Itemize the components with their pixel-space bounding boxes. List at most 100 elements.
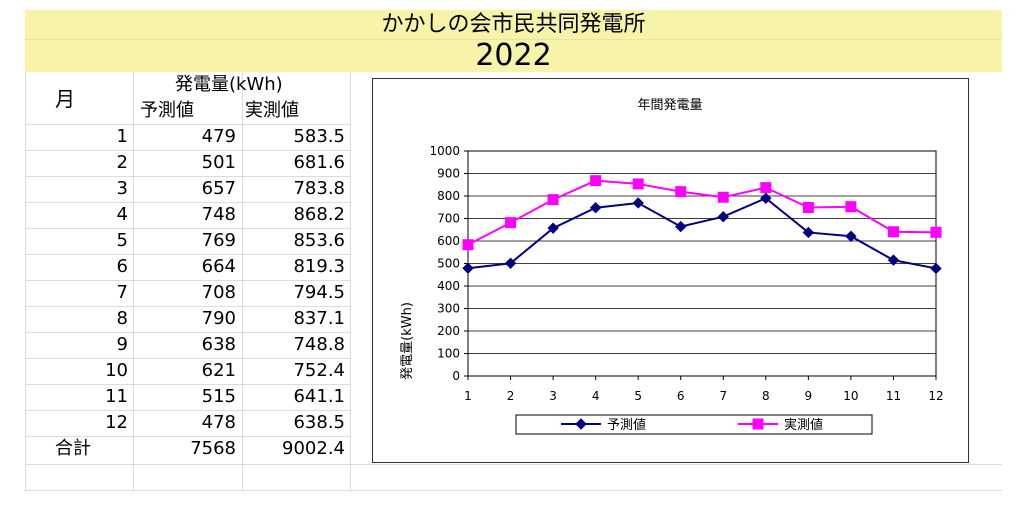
gridline <box>133 72 134 492</box>
actual-cell: 868.2 <box>293 204 345 225</box>
gridline <box>25 490 1002 491</box>
actual-cell: 752.4 <box>293 360 345 381</box>
data-point <box>547 194 559 206</box>
chart-area: 年間発電量 0 100 200 300 400 500 600 700 800 900 1000 1 2… <box>372 78 969 463</box>
gridline <box>25 72 26 492</box>
x-tick-label: 11 <box>886 389 901 403</box>
forecast-cell: 769 <box>201 230 236 251</box>
gridline <box>25 332 350 333</box>
sheet-gridlines <box>25 72 1002 492</box>
legend-label: 予測値 <box>607 417 646 433</box>
data-point <box>887 226 899 238</box>
gridline <box>25 280 350 281</box>
y-tick-label: 1000 <box>429 144 460 158</box>
generation-header: 発電量(kWh) <box>175 74 283 95</box>
gridline <box>242 72 243 492</box>
month-cell: 1 <box>116 126 128 147</box>
legend-marker <box>575 418 587 430</box>
x-tick-label: 12 <box>928 389 943 403</box>
x-tick-label: 9 <box>805 389 813 403</box>
x-tick-label: 10 <box>843 389 858 403</box>
y-tick-label: 500 <box>437 257 460 271</box>
forecast-cell: 501 <box>201 152 236 173</box>
actual-cell: 583.5 <box>293 126 345 147</box>
total-label: 合計 <box>55 438 91 459</box>
forecast-cell: 748 <box>201 204 236 225</box>
legend-label: 実測値 <box>784 417 823 433</box>
x-tick-label: 1 <box>464 389 472 403</box>
forecast-cell: 790 <box>201 308 236 329</box>
y-tick-label: 0 <box>452 369 460 383</box>
data-point <box>930 262 942 275</box>
forecast-cell: 664 <box>201 256 236 277</box>
data-point <box>717 210 729 223</box>
data-point <box>845 201 857 213</box>
gridline <box>25 228 350 229</box>
gridline <box>350 72 351 492</box>
data-point <box>462 262 474 274</box>
actual-cell: 638.5 <box>293 412 345 433</box>
x-tick-label: 8 <box>762 389 770 403</box>
data-point <box>547 222 559 234</box>
data-point <box>930 226 942 238</box>
forecast-cell: 621 <box>201 360 236 381</box>
month-cell: 2 <box>116 152 128 173</box>
chart-title: 年間発電量 <box>637 98 702 113</box>
month-cell: 8 <box>116 308 128 329</box>
data-point <box>462 239 474 251</box>
data-point <box>802 202 814 214</box>
forecast-cell: 708 <box>201 282 236 303</box>
y-tick-label: 300 <box>437 302 460 316</box>
year-heading: 2022 <box>25 40 1002 72</box>
y-tick-label: 800 <box>437 189 460 203</box>
actual-cell: 748.8 <box>293 334 345 355</box>
data-point <box>887 254 900 266</box>
gridline <box>25 124 350 125</box>
actual-header: 実測値 <box>245 100 299 121</box>
gridline <box>25 306 350 307</box>
data-point <box>632 197 644 209</box>
legend-marker <box>752 418 764 430</box>
data-point <box>675 186 687 198</box>
y-tick-label: 700 <box>437 212 460 226</box>
data-point <box>590 175 602 187</box>
gridline <box>25 176 350 177</box>
x-tick-label: 3 <box>549 389 557 403</box>
y-tick-label: 100 <box>437 347 460 361</box>
data-point <box>589 201 602 214</box>
data-point <box>504 257 517 269</box>
actual-cell: 837.1 <box>293 308 345 329</box>
month-cell: 10 <box>105 360 128 381</box>
month-cell: 3 <box>116 178 128 199</box>
gridline <box>25 384 350 385</box>
data-point <box>845 230 857 242</box>
series-line-2 <box>467 179 937 246</box>
y-tick-label: 900 <box>437 167 460 181</box>
gridline <box>25 358 350 359</box>
data-point <box>505 217 517 229</box>
month-cell: 11 <box>105 386 128 407</box>
gridline <box>25 254 350 255</box>
forecast-cell: 638 <box>201 334 236 355</box>
actual-cell: 641.1 <box>293 386 345 407</box>
gridline <box>25 202 350 203</box>
data-point <box>802 226 815 239</box>
month-cell: 7 <box>116 282 128 303</box>
x-tick-label: 5 <box>634 389 642 403</box>
forecast-cell: 479 <box>201 126 236 147</box>
forecast-cell: 478 <box>201 412 236 433</box>
actual-cell: 783.8 <box>293 178 345 199</box>
actual-cell: 853.6 <box>293 230 345 251</box>
data-point <box>760 192 772 204</box>
gridline <box>25 150 350 151</box>
x-tick-label: 6 <box>677 389 685 403</box>
forecast-header: 予測値 <box>140 100 194 121</box>
series-line-1 <box>467 197 937 270</box>
month-cell: 5 <box>116 230 128 251</box>
gridline <box>25 410 350 411</box>
x-tick-label: 7 <box>719 389 727 403</box>
month-cell: 12 <box>105 412 128 433</box>
data-point <box>760 182 772 194</box>
actual-cell: 681.6 <box>293 152 345 173</box>
